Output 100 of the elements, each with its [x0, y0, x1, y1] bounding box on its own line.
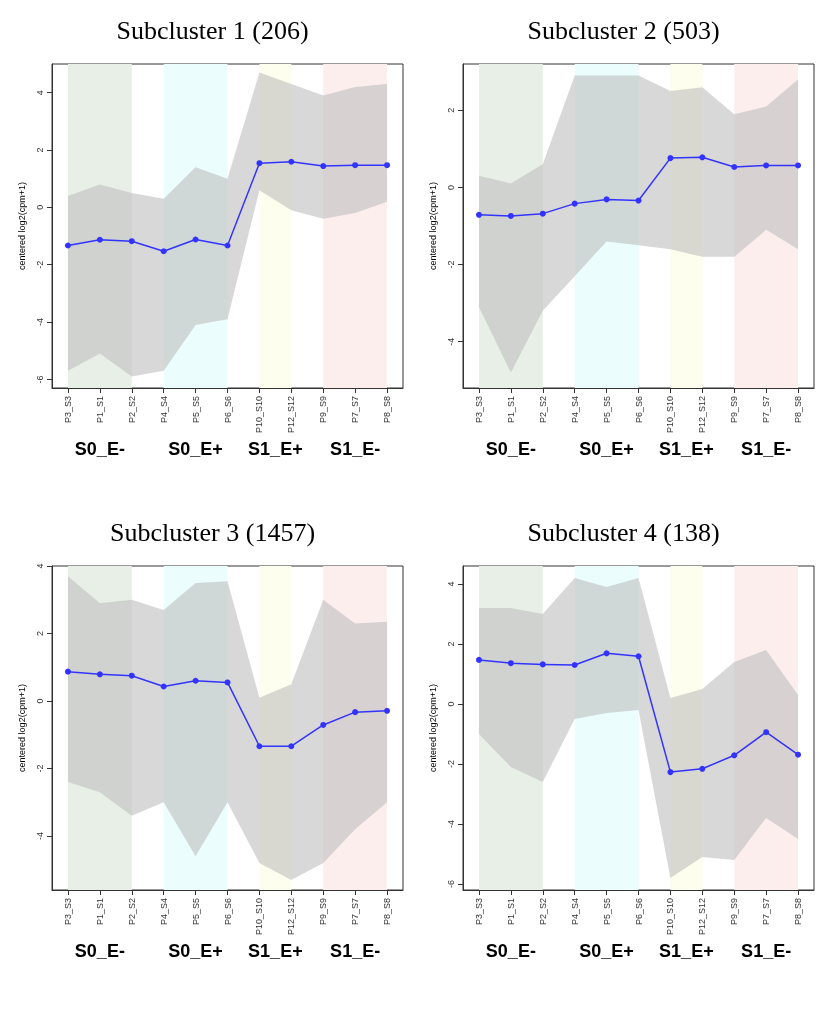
y-tick-label: 2: [34, 147, 45, 153]
point: [192, 677, 199, 684]
y-tick-label: -2: [445, 759, 456, 769]
x-tick-label: P7_S7: [350, 898, 361, 926]
point: [475, 211, 482, 218]
band-label: S1_E-: [330, 941, 381, 961]
y-tick-label: -2: [445, 260, 456, 269]
y-tick-label: 0: [34, 204, 45, 210]
band-label: S1_E+: [659, 941, 714, 961]
band-label: S1_E+: [248, 439, 303, 459]
x-tick-label: P3_S3: [62, 396, 73, 424]
x-tick-label: P2_S2: [537, 396, 548, 424]
y-tick-label: -4: [445, 819, 456, 829]
y-axis-title: centered log2(cpm+1): [16, 684, 27, 772]
x-tick-label: P12_S12: [697, 898, 708, 936]
point: [224, 679, 231, 686]
band-label: S0_E-: [74, 439, 125, 459]
x-tick-label: P9_S9: [729, 898, 740, 926]
point: [352, 162, 359, 169]
x-tick-label: P7_S7: [761, 898, 772, 926]
point: [320, 721, 327, 728]
point: [288, 158, 295, 165]
x-tick-label: P12_S12: [697, 396, 708, 434]
point: [539, 661, 546, 668]
x-tick-label: P4_S4: [569, 396, 580, 424]
y-tick-label: -2: [34, 764, 45, 773]
x-tick-label: P7_S7: [761, 396, 772, 424]
x-tick-label: P8_S8: [793, 898, 804, 926]
point: [192, 236, 199, 243]
point: [256, 160, 263, 167]
band-label: S1_E+: [659, 439, 714, 459]
chart-title: Subcluster 3 (1457): [109, 517, 316, 547]
point: [539, 210, 546, 217]
y-tick-label: -6: [34, 375, 45, 384]
point: [603, 650, 610, 657]
point: [731, 163, 738, 170]
point: [795, 162, 802, 169]
band-label: S0_E+: [579, 941, 634, 961]
y-tick-label: -4: [34, 318, 45, 327]
point: [224, 242, 231, 249]
point: [795, 751, 802, 758]
point: [64, 242, 71, 249]
y-tick-label: -2: [34, 260, 45, 269]
x-tick-label: P10_S10: [665, 396, 676, 434]
x-tick-label: P6_S6: [222, 396, 233, 424]
x-tick-label: P1_S1: [94, 396, 105, 424]
band-label: S0_E-: [74, 941, 125, 961]
point: [128, 238, 135, 245]
point: [320, 163, 327, 170]
point: [507, 212, 514, 219]
band-label: S1_E-: [741, 439, 792, 459]
point: [571, 200, 578, 207]
point: [352, 709, 359, 716]
y-axis-title: centered log2(cpm+1): [427, 684, 438, 772]
y-tick-label: 0: [34, 698, 45, 704]
x-tick-label: P5_S5: [190, 898, 201, 926]
y-tick-label: 4: [34, 563, 45, 569]
point: [763, 729, 770, 736]
point: [475, 656, 482, 663]
x-tick-label: P3_S3: [473, 898, 484, 926]
band-label: S0_E-: [485, 439, 536, 459]
y-tick-label: 4: [445, 581, 456, 587]
x-tick-label: P8_S8: [382, 396, 393, 424]
point: [128, 672, 135, 679]
y-tick-label: 0: [445, 184, 456, 190]
point: [635, 653, 642, 660]
chart-title: Subcluster 2 (503): [527, 15, 720, 45]
point: [571, 662, 578, 668]
point: [288, 743, 295, 750]
band-label: S0_E+: [579, 439, 634, 459]
x-tick-label: P1_S1: [94, 898, 105, 926]
y-tick-label: -4: [445, 337, 456, 346]
x-tick-label: P2_S2: [126, 396, 137, 424]
band-label: S0_E-: [485, 941, 536, 961]
x-tick-label: P8_S8: [793, 396, 804, 424]
x-tick-label: P3_S3: [62, 898, 73, 926]
y-tick-label: -4: [34, 831, 45, 841]
y-tick-label: 2: [445, 107, 456, 113]
point: [635, 197, 642, 204]
x-tick-label: P4_S4: [158, 396, 169, 424]
x-tick-label: P1_S1: [505, 396, 516, 424]
x-tick-label: P4_S4: [569, 898, 580, 926]
point: [96, 236, 103, 243]
point: [667, 769, 674, 776]
band-label: S1_E-: [741, 941, 792, 961]
y-axis-title: centered log2(cpm+1): [427, 182, 438, 270]
y-tick-label: 2: [445, 641, 456, 647]
point: [667, 155, 674, 162]
x-tick-label: P12_S12: [286, 396, 297, 434]
point: [96, 671, 103, 678]
point: [64, 668, 71, 675]
point: [256, 743, 263, 750]
point: [160, 248, 167, 255]
point: [507, 660, 514, 667]
y-tick-label: -6: [445, 879, 456, 889]
chart-title: Subcluster 1 (206): [116, 15, 309, 45]
point: [731, 752, 738, 759]
x-tick-label: P2_S2: [126, 898, 137, 926]
point: [699, 765, 706, 772]
band-label: S0_E+: [168, 439, 223, 459]
